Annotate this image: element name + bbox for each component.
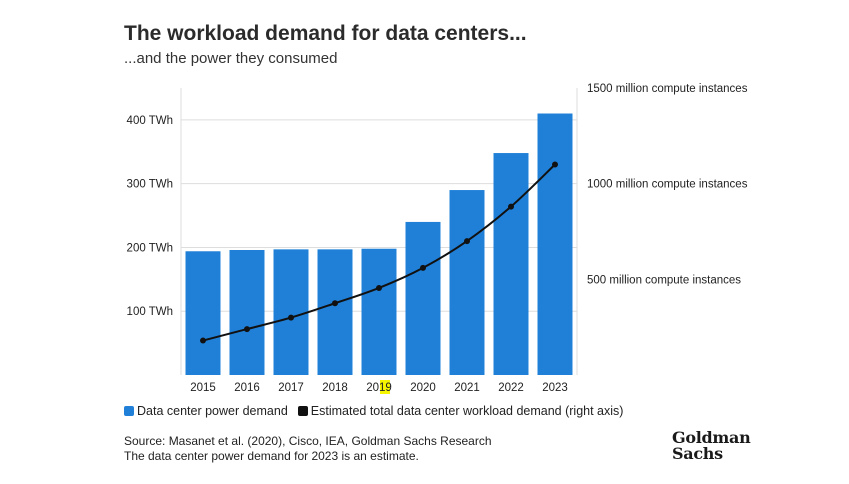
bar-2020 xyxy=(405,221,441,375)
x-tick-label-2015: 2015 xyxy=(190,382,216,394)
legend-label-workload-demand: Estimated total data center workload dem… xyxy=(310,404,624,418)
goldman-sachs-logo: Goldman Sachs xyxy=(672,428,751,463)
bar-series xyxy=(185,113,573,375)
right-tick-label: 500 million compute instances xyxy=(587,274,741,286)
line-point-2021 xyxy=(464,238,470,245)
chart-title: The workload demand for data centers... xyxy=(124,22,527,45)
logo-line-1: Goldman xyxy=(672,428,751,447)
line-point-2019 xyxy=(376,284,382,291)
x-tick-label-2020: 2020 xyxy=(410,382,436,394)
line-point-2015 xyxy=(200,337,206,344)
x-tick-label-2016: 2016 xyxy=(234,382,260,394)
x-tick-label-2021: 2021 xyxy=(454,382,480,394)
legend-swatch-bar xyxy=(124,406,134,416)
bar-2021 xyxy=(449,190,485,375)
legend-swatch-line xyxy=(297,406,308,416)
source-text: Source: Masanet et al. (2020), Cisco, IE… xyxy=(124,434,492,448)
left-tick-label: 100 TWh xyxy=(127,306,173,318)
legend-item-workload-demand: Estimated total data center workload dem… xyxy=(297,404,624,418)
line-point-2022 xyxy=(508,203,514,210)
bar-2017 xyxy=(273,249,309,375)
bar-2023 xyxy=(537,113,573,375)
right-tick-label: 1500 million compute instances xyxy=(587,83,748,95)
left-tick-label: 200 TWh xyxy=(127,242,173,254)
legend-label-power-demand: Data center power demand xyxy=(137,404,288,418)
line-point-2023 xyxy=(552,161,558,168)
estimate-note: The data center power demand for 2023 is… xyxy=(124,449,419,463)
x-tick-label-2023: 2023 xyxy=(542,382,568,394)
chart-subtitle: ...and the power they consumed xyxy=(124,50,338,67)
chart-legend: Data center power demand Estimated total… xyxy=(124,404,633,418)
tick-highlight xyxy=(380,380,390,394)
left-tick-label: 400 TWh xyxy=(127,115,173,127)
right-tick-label: 1000 million compute instances xyxy=(587,179,748,191)
combo-chart: 100 TWh 200 TWh 300 TWh 400 TWh 500 million … xyxy=(127,83,748,394)
legend-item-power-demand: Data center power demand xyxy=(124,404,288,418)
axes: 100 TWh 200 TWh 300 TWh 400 TWh 500 million … xyxy=(127,83,748,394)
line-series xyxy=(200,161,558,344)
bar-2018 xyxy=(317,249,353,375)
logo-line-2: Sachs xyxy=(672,444,723,463)
x-tick-label-2019: 2019 xyxy=(366,382,392,394)
x-tick-label-2022: 2022 xyxy=(498,382,524,394)
line-point-2020 xyxy=(420,264,426,271)
bar-2015 xyxy=(185,251,221,375)
line-point-2018 xyxy=(332,300,338,307)
x-tick-label-2017: 2017 xyxy=(278,382,304,394)
source-note: Source: Masanet et al. (2020), Cisco, IE… xyxy=(124,434,492,464)
line-point-2016 xyxy=(244,326,250,333)
bar-2016 xyxy=(229,249,265,375)
bar-2019 xyxy=(361,248,397,375)
left-tick-label: 300 TWh xyxy=(127,179,173,191)
line-point-2017 xyxy=(288,314,294,321)
x-tick-label-2018: 2018 xyxy=(322,382,348,394)
bar-2022 xyxy=(493,153,529,375)
